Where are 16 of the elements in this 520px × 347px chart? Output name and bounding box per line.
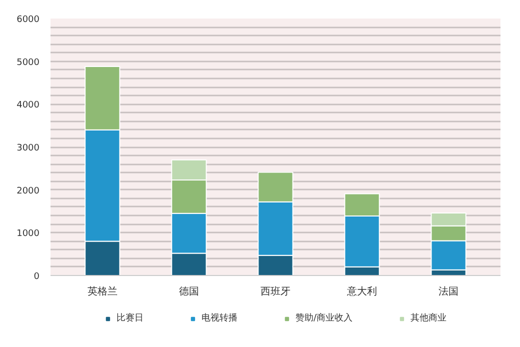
legend-label: 赞助/商业收入 xyxy=(295,312,353,324)
y-tick-label: 2000 xyxy=(16,186,40,196)
legend-label: 其他商业 xyxy=(410,312,447,324)
y-tick-label: 5000 xyxy=(16,58,40,68)
y-tick-label: 1000 xyxy=(16,229,40,240)
x-tick-label: 法国 xyxy=(438,286,459,298)
x-tick-label: 德国 xyxy=(178,286,199,298)
y-tick-label: 4000 xyxy=(16,100,40,111)
legend-label: 电视转播 xyxy=(201,312,238,324)
x-tick-label: 意大利 xyxy=(346,286,378,298)
y-tick-label: 0 xyxy=(34,272,40,282)
legend-label: 比赛日 xyxy=(116,312,144,324)
y-tick-label: 3000 xyxy=(16,144,40,154)
x-tick-label: 西班牙 xyxy=(260,286,290,298)
y-tick-label: 6000 xyxy=(16,15,40,25)
x-tick-label: 英格兰 xyxy=(87,286,118,298)
